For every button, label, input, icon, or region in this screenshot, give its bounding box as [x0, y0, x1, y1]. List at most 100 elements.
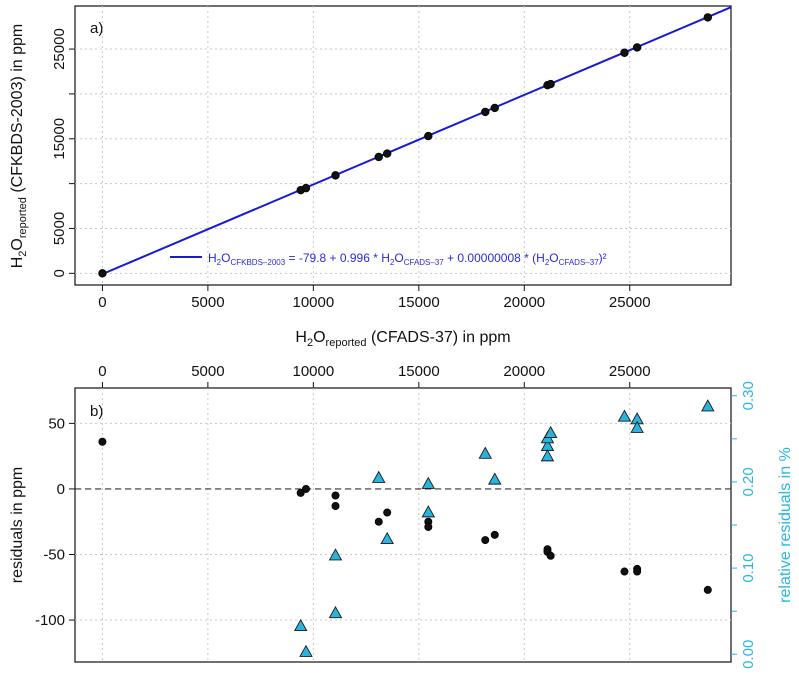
- relative-residual-marker: [421, 476, 436, 489]
- panel-a-axes: 0 5000 10000 15000 20000 25000 0 5000 15000 25000: [51, 28, 651, 311]
- y2-tick-label: 0.30: [740, 381, 757, 410]
- x-title-part: O: [313, 329, 325, 346]
- data-point: [424, 131, 433, 141]
- relative-residual-marker: [328, 605, 343, 619]
- data-point: [703, 13, 712, 22]
- residual-marker: [546, 551, 555, 560]
- relative-residual-marker: [630, 420, 644, 433]
- relative-residual-marker: [299, 644, 313, 657]
- legend-eq-part: 2: [390, 258, 395, 267]
- data-point: [490, 103, 499, 113]
- x-tick-label: 5000: [191, 294, 224, 311]
- residual-marker: [331, 501, 340, 510]
- panel-a-legend: H2OCFKBDS–2003 = -79.8 + 0.996 * H2OCFAD…: [170, 251, 607, 267]
- relative-residual-marker: [328, 548, 343, 561]
- data-point: [546, 79, 555, 89]
- data-point: [374, 152, 383, 162]
- panel-b-y-axis-title: residuals in ppm: [9, 467, 26, 584]
- legend-eq-part: O: [394, 251, 403, 265]
- legend-eq-part: 2: [217, 258, 222, 267]
- legend-eq-part: O: [549, 251, 558, 265]
- relative-residual-marker: [421, 505, 436, 518]
- x-title-part: (CFADS-37) in ppm: [367, 329, 511, 346]
- data-point: [632, 43, 642, 52]
- x-tick-label: 20000: [503, 294, 545, 311]
- y-tick-label: 50: [48, 415, 65, 432]
- relative-residual-marker: [701, 399, 715, 412]
- y-tick-label: -50: [43, 546, 65, 563]
- data-point: [331, 171, 340, 180]
- legend-eq-part: CFADS–37: [559, 258, 600, 267]
- residual-marker: [620, 567, 629, 576]
- x-tick-label: 10000: [292, 294, 334, 311]
- y2-tick-label: 0.20: [740, 467, 757, 496]
- residual-marker: [296, 488, 305, 497]
- relative-residual-marker: [543, 425, 558, 439]
- y-tick-label: 15000: [51, 118, 68, 160]
- panel-b-label: b): [90, 403, 103, 420]
- x-title-part: reported: [326, 337, 367, 349]
- x-tick-label: 15000: [398, 294, 440, 311]
- top-x-tick-label: 15000: [398, 363, 440, 380]
- panel-a-x-axis-title: H2Oreported (CFADS-37) in ppm: [295, 329, 510, 349]
- residual-marker: [481, 536, 490, 545]
- residual-marker: [424, 522, 433, 531]
- top-x-tick-label: 10000: [292, 363, 334, 380]
- top-x-tick-label: 5000: [191, 363, 224, 380]
- legend-eq-part: CFKBDS–2003: [230, 258, 285, 267]
- relative-residual-marker: [380, 531, 394, 545]
- panel-a-y-axis-title: H2Oreported (CFKBDS-2003) in ppm: [9, 24, 29, 269]
- legend-eq-part: = -79.8 + 0.996 * H: [285, 251, 390, 265]
- x-title-part: 2: [307, 337, 313, 349]
- data-point: [301, 183, 311, 193]
- x-title-part: H: [295, 329, 307, 346]
- y-tick-label: 0: [51, 269, 68, 277]
- residual-marker: [703, 585, 712, 594]
- panel-b-grid: [75, 388, 731, 662]
- x-tick-label: 0: [98, 294, 106, 311]
- residual-marker: [383, 508, 392, 517]
- relative-residual-marker: [540, 449, 555, 462]
- panel-b-residuals: 0 5000 10000 15000 20000 25000 -100 -50 0 50 0.00 0…: [9, 363, 794, 669]
- y-tick-label: 0: [57, 481, 65, 498]
- legend-eq-part: + 0.00000008 * (H: [444, 251, 545, 265]
- y2-tick-label: 0.00: [740, 640, 757, 669]
- y-title-part: 2: [17, 251, 29, 257]
- x-tick-label: 25000: [609, 294, 651, 311]
- y-tick-label: -100: [35, 612, 65, 629]
- panel-a-plot-frame: [74, 5, 732, 286]
- panel-a-points: [98, 13, 712, 278]
- data-point: [98, 269, 107, 278]
- y-tick-label: 5000: [51, 212, 68, 245]
- relative-residual-marker: [371, 470, 386, 483]
- legend-eq-part: H: [208, 251, 217, 265]
- legend-eq-part: CFADS–37: [404, 258, 445, 267]
- panel-b-axes: 0 5000 10000 15000 20000 25000 -100 -50 0 50 0.00 0…: [35, 363, 757, 669]
- residual-marker: [374, 517, 383, 526]
- y2-tick-label: 0.10: [740, 553, 757, 582]
- relative-residual-marker: [293, 618, 308, 632]
- top-x-tick-label: 0: [98, 363, 106, 380]
- residual-marker: [633, 567, 642, 576]
- top-x-tick-label: 25000: [609, 363, 651, 380]
- relative-residual-marker: [617, 409, 632, 422]
- panel-b-residual-circles: [98, 437, 712, 594]
- y-title-part: (CFKBDS-2003) in ppm: [9, 24, 26, 197]
- residual-marker: [331, 491, 340, 500]
- data-point: [481, 107, 490, 117]
- top-x-tick-label: 20000: [503, 363, 545, 380]
- panel-b-relative-residual-triangles: [293, 399, 715, 657]
- panel-a-scatter-fit: 0 5000 10000 15000 20000 25000 0 5000 15000 25000…: [9, 5, 732, 349]
- relative-residual-marker: [487, 472, 502, 485]
- panel-b-y2-axis-title: relative residuals in %: [777, 447, 794, 603]
- legend-fit-equation: H2OCFKBDS–2003 = -79.8 + 0.996 * H2OCFAD…: [208, 251, 607, 267]
- residual-marker: [301, 484, 310, 493]
- y-title-part: reported: [17, 197, 29, 238]
- y-tick-label: 25000: [51, 28, 68, 70]
- panel-a-grid: [75, 6, 731, 285]
- y-title-part: H: [9, 257, 26, 269]
- legend-eq-part: 2: [545, 258, 550, 267]
- data-point: [382, 149, 392, 158]
- y-title-part: O: [9, 238, 26, 250]
